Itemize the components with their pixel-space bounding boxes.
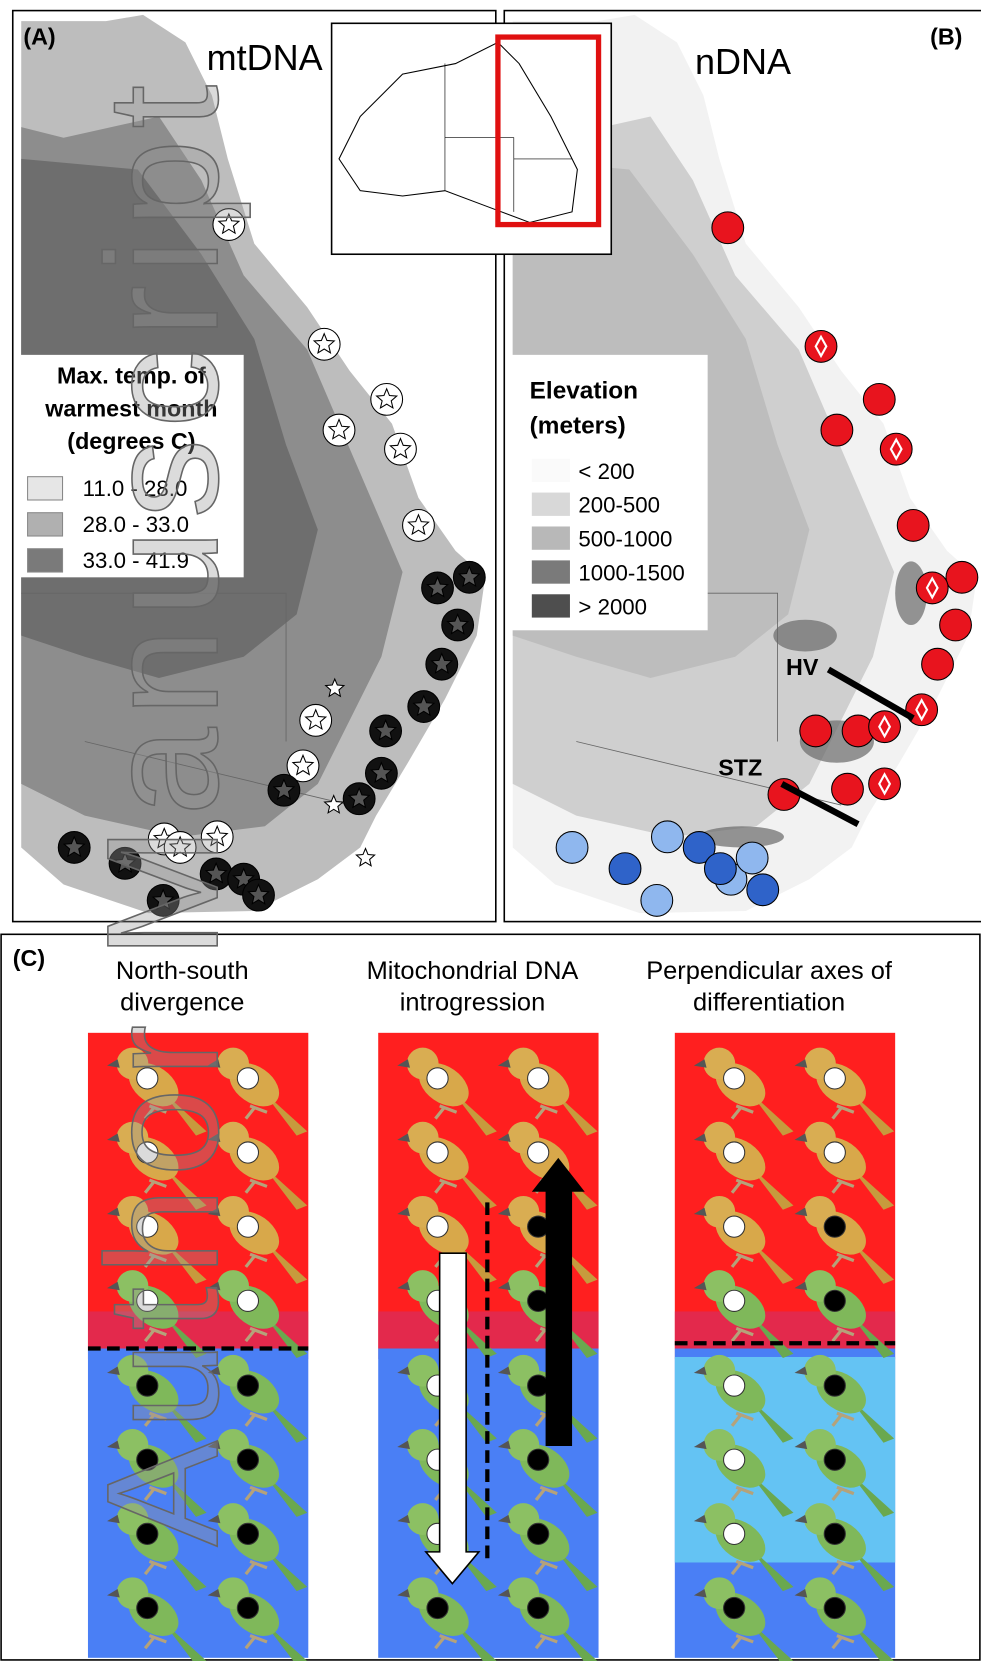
legend-swatch — [532, 493, 570, 516]
mito-dot — [528, 1142, 549, 1163]
mito-dot — [824, 1449, 845, 1470]
mito-dot — [427, 1216, 448, 1237]
mito-dot — [237, 1597, 258, 1618]
legend-swatch — [28, 549, 63, 572]
mito-dot — [824, 1068, 845, 1089]
column-title: differentiation — [693, 989, 845, 1017]
map-annotation: HV — [786, 654, 819, 680]
mito-dot — [724, 1523, 745, 1544]
sample-site — [556, 832, 588, 864]
panel-label: (B) — [930, 23, 962, 49]
legend-label: 200-500 — [578, 493, 660, 518]
mito-dot — [724, 1449, 745, 1470]
mito-dot — [724, 1068, 745, 1089]
panel-label: (A) — [23, 23, 55, 49]
sample-site — [821, 414, 853, 446]
mito-dot — [824, 1290, 845, 1311]
sample-site — [946, 561, 978, 593]
mito-dot — [824, 1142, 845, 1163]
mito-dot — [724, 1142, 745, 1163]
sample-site — [747, 874, 779, 906]
mito-dot — [824, 1216, 845, 1237]
column-title: Mitochondrial DNA — [367, 957, 579, 985]
mito-dot — [724, 1216, 745, 1237]
elevation-patch — [773, 620, 837, 652]
sample-site — [641, 885, 673, 917]
sample-site — [863, 383, 895, 415]
legend-label: > 2000 — [578, 594, 647, 619]
sample-site — [712, 212, 744, 244]
sample-site — [897, 510, 929, 542]
sample-site — [736, 842, 768, 874]
mito-dot — [824, 1375, 845, 1396]
legend-swatch — [532, 459, 570, 482]
legend-label: < 200 — [578, 459, 634, 484]
mito-dot — [724, 1597, 745, 1618]
panel-title: mtDNA — [207, 37, 323, 78]
legend-swatch — [28, 477, 63, 500]
legend-swatch — [532, 560, 570, 583]
mito-dot — [528, 1068, 549, 1089]
sample-site — [800, 715, 832, 747]
map-annotation: STZ — [718, 754, 762, 780]
legend-swatch — [532, 594, 570, 617]
panel-title: nDNA — [695, 41, 791, 82]
mito-dot — [427, 1068, 448, 1089]
watermark: Author Manuscript — [73, 85, 251, 1547]
legend-title: (meters) — [530, 412, 626, 439]
mito-dot — [824, 1597, 845, 1618]
zone-north — [675, 1033, 895, 1349]
mito-dot — [528, 1523, 549, 1544]
column-title: introgression — [400, 989, 545, 1017]
mito-dot — [528, 1597, 549, 1618]
figure: Max. temp. ofwarmest month(degrees C)11.… — [0, 0, 981, 1661]
sample-site — [609, 853, 641, 885]
panel-label: (C) — [13, 945, 45, 971]
sample-site — [832, 773, 864, 805]
legend-title: Elevation — [530, 377, 638, 404]
mito-dot — [724, 1375, 745, 1396]
column-title: Perpendicular axes of — [646, 957, 893, 985]
mito-dot — [137, 1597, 158, 1618]
mito-dot — [824, 1523, 845, 1544]
legend-label: 500-1000 — [578, 527, 672, 552]
legend-swatch — [28, 513, 63, 536]
sample-site — [940, 609, 972, 641]
mito-dot — [724, 1290, 745, 1311]
sample-site — [922, 648, 954, 680]
legend-swatch — [532, 526, 570, 549]
sample-site — [652, 821, 684, 853]
mito-dot — [528, 1449, 549, 1470]
mito-dot — [427, 1597, 448, 1618]
zone-south-light — [675, 1357, 895, 1563]
mito-dot — [427, 1142, 448, 1163]
sample-site — [704, 853, 736, 885]
legend-label: 1000-1500 — [578, 561, 684, 586]
